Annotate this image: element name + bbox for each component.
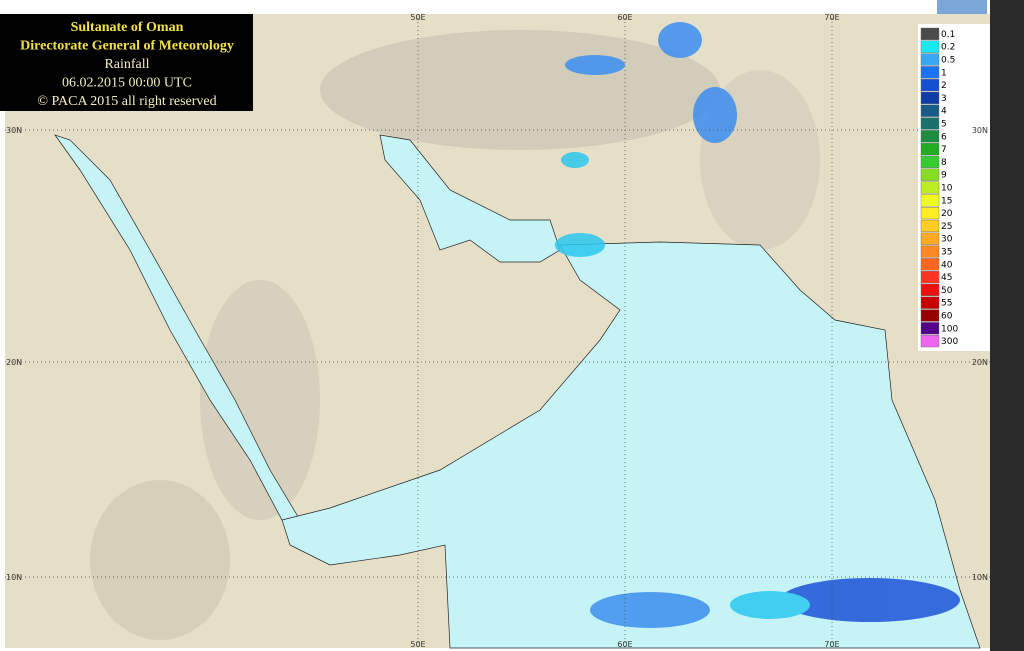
legend-label: 30: [941, 235, 953, 245]
graticule: [5, 14, 990, 648]
legend-swatch: [920, 245, 940, 258]
legend-swatch: [920, 40, 940, 53]
header-box: [0, 14, 253, 111]
legend-label: 9: [941, 171, 947, 181]
lat-label: 30N: [6, 126, 22, 135]
legend-swatch: [920, 206, 940, 220]
legend-label: 55: [941, 299, 952, 309]
legend-label: 3: [941, 94, 947, 104]
legend-label: 6: [941, 132, 947, 142]
lon-label: 50E: [410, 13, 425, 22]
legend-swatch: [920, 27, 940, 41]
header-line: Directorate General of Meteorology: [20, 39, 234, 54]
header-line: 06.02.2015 00:00 UTC: [62, 76, 192, 91]
legend-swatch: [920, 232, 940, 245]
legend-label: 60: [941, 312, 953, 322]
window-edge: [990, 0, 1024, 651]
legend-label: 50: [941, 286, 953, 296]
persian-gulf: [379, 134, 561, 263]
legend-label: 10: [941, 184, 953, 194]
legend-label: 2: [941, 81, 947, 91]
lat-label: 20N: [6, 358, 22, 367]
terrain: [320, 30, 720, 150]
legend: 0.10.20.51234567891015202530354045505560…: [920, 27, 958, 348]
legend-label: 0.5: [941, 56, 955, 66]
lon-label: 50E: [410, 640, 425, 649]
legend-swatch: [920, 66, 940, 79]
legend-label: 40: [941, 260, 953, 270]
legend-swatch: [920, 194, 940, 207]
header-line: Rainfall: [104, 57, 149, 72]
legend-swatch: [920, 296, 940, 309]
terrain: [90, 480, 230, 640]
legend-swatch: [920, 155, 940, 169]
lat-label: 30N: [972, 126, 988, 135]
legend-swatch: [920, 309, 940, 322]
legend-swatch: [920, 78, 940, 92]
legend-swatch: [920, 181, 940, 194]
legend-swatch: [920, 117, 940, 130]
lon-label: 60E: [617, 13, 632, 22]
legend-swatch: [920, 91, 940, 105]
legend-swatch: [920, 130, 940, 143]
legend-label: 35: [941, 248, 952, 258]
graticule-labels: 50E 50E 60E 60E 70E 70E 30N 30N 20N 20N 10N 10N: [6, 13, 988, 649]
lat-label: 20N: [972, 358, 988, 367]
legend-swatch: [920, 219, 940, 233]
lon-label: 60E: [617, 640, 632, 649]
legend-swatch: [920, 335, 940, 348]
legend-swatch: [920, 322, 940, 335]
header: Sultanate of Oman Directorate General of …: [20, 20, 234, 109]
legend-swatch: [920, 142, 940, 156]
legend-swatch: [920, 104, 940, 117]
legend-label: 25: [941, 222, 952, 232]
legend-swatch: [920, 271, 940, 284]
legend-label: 4: [941, 107, 947, 117]
lat-label: 10N: [972, 573, 988, 582]
rain-areas: [555, 22, 960, 628]
terrain: [200, 280, 320, 520]
legend-label: 20: [941, 209, 953, 219]
header-line: Sultanate of Oman: [71, 20, 184, 35]
legend-label: 300: [941, 337, 958, 347]
legend-label: 0.1: [941, 30, 955, 40]
legend-label: 15: [941, 196, 952, 206]
legend-swatch: [920, 258, 940, 271]
legend-label: 7: [941, 145, 947, 155]
legend-label: 0.2: [941, 43, 955, 53]
legend-swatch: [920, 168, 940, 181]
legend-label: 8: [941, 158, 947, 168]
legend-swatch: [920, 283, 940, 297]
legend-label: 45: [941, 273, 952, 283]
arabian-sea: [281, 241, 981, 649]
lon-label: 70E: [824, 640, 839, 649]
lon-label: 70E: [824, 13, 839, 22]
legend-label: 5: [941, 120, 947, 130]
legend-label: 100: [941, 324, 958, 334]
legend-swatch: [920, 53, 940, 66]
header-line: © PACA 2015 all right reserved: [37, 94, 216, 109]
legend-label: 1: [941, 68, 947, 78]
map: [5, 14, 990, 649]
lat-label: 10N: [6, 573, 22, 582]
